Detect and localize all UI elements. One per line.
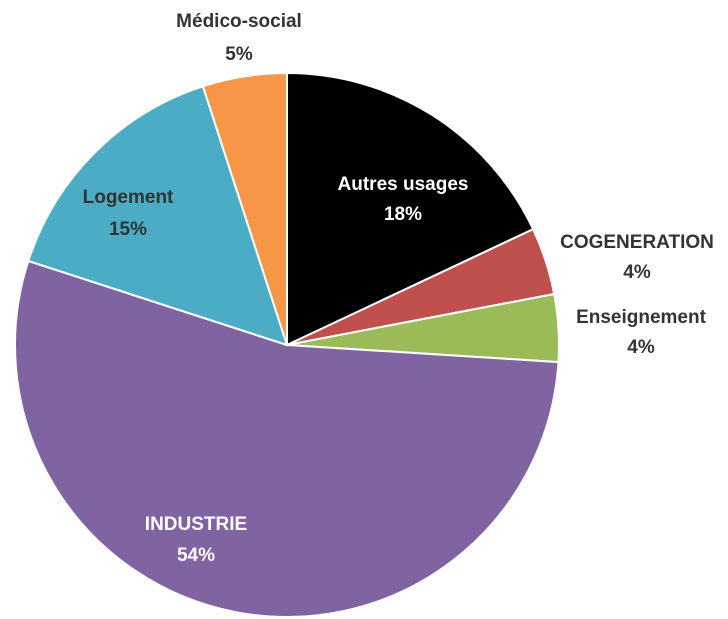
slice-label: Autres usages [338, 174, 469, 195]
slice-label: Logement [83, 187, 174, 208]
slice-value-label: 5% [225, 44, 253, 65]
pie-slice [14, 259, 560, 618]
slice-value-label: 15% [109, 219, 147, 240]
slice-value-label: 4% [623, 262, 651, 283]
pie-slice [27, 85, 289, 347]
slice-label: COGENERATION [560, 232, 714, 253]
slice-value-label: 54% [177, 545, 215, 566]
slice-label: Médico-social [176, 11, 302, 32]
slice-label: INDUSTRIE [145, 514, 247, 535]
slice-value-label: 4% [627, 337, 655, 358]
pie-slice [286, 71, 535, 347]
slice-value-label: 18% [384, 204, 422, 225]
slice-label: Enseignement [576, 307, 707, 328]
pie-slice [201, 71, 288, 346]
